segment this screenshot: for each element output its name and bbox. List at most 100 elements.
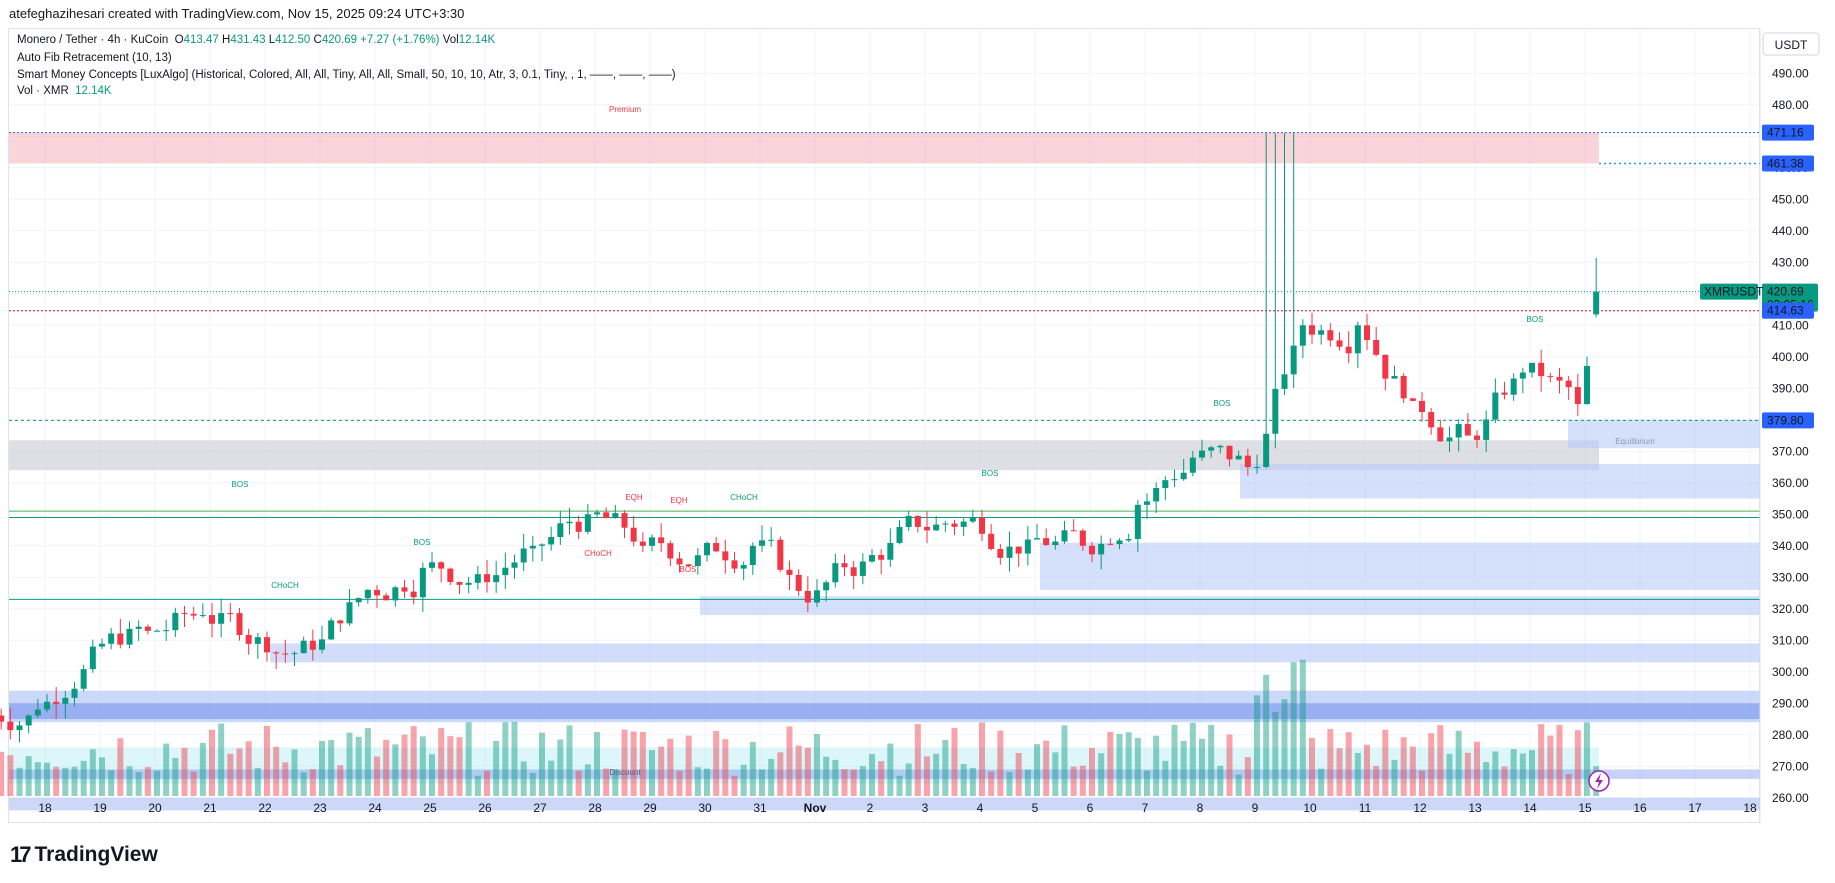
volume-bar xyxy=(832,759,839,796)
price-tick: 390.00 xyxy=(1772,381,1809,395)
volume-bar xyxy=(639,731,646,796)
candle xyxy=(410,579,417,605)
candle-body xyxy=(291,653,298,655)
candle-body xyxy=(126,628,133,645)
candle-body xyxy=(1474,435,1480,440)
volume-bar xyxy=(172,757,179,796)
candle xyxy=(1318,324,1325,345)
candle-body xyxy=(832,563,839,583)
volume-bar xyxy=(786,726,793,796)
candle-body xyxy=(1134,504,1141,539)
volume-bar xyxy=(1345,732,1352,796)
volume-bar xyxy=(1235,774,1242,796)
time-tick: 7 xyxy=(1142,801,1149,815)
volume-bar xyxy=(548,760,555,796)
candle-body xyxy=(199,615,206,617)
candle xyxy=(676,552,683,573)
volume-bar xyxy=(859,766,866,796)
candle-body xyxy=(16,725,23,731)
time-axis[interactable]: 18 19 20 21 22 23 24 25 26 27 28 29 30 31 Nov 2 3 4 5 6 7 8 9 1… xyxy=(38,801,1757,815)
order-block xyxy=(1040,542,1760,590)
volume-bar xyxy=(291,749,298,796)
lightning-icon[interactable] xyxy=(1588,770,1610,792)
candle-body xyxy=(1263,433,1270,467)
candle xyxy=(1547,372,1554,383)
candle xyxy=(905,510,912,531)
candle-body xyxy=(539,544,545,546)
candle-body xyxy=(1024,539,1031,554)
candle xyxy=(529,535,536,562)
candle-body xyxy=(44,701,50,710)
candle xyxy=(914,515,921,533)
price-tick: 480.00 xyxy=(1772,98,1809,112)
candle-body xyxy=(1061,530,1068,542)
candle xyxy=(227,602,234,622)
candle xyxy=(823,580,830,602)
low-label: L xyxy=(268,34,276,46)
symbol-legend[interactable]: Monero / Tether · 4h · KuCoin O413.47 H4… xyxy=(17,34,495,46)
candle xyxy=(1455,419,1462,452)
candle xyxy=(99,638,105,650)
volume-bar xyxy=(80,760,87,796)
indicator-volume-legend[interactable]: Vol · XMR 12.14K xyxy=(17,85,112,97)
candle xyxy=(1024,526,1031,566)
candle xyxy=(539,543,545,562)
candle-body xyxy=(1199,450,1205,458)
volume-bar xyxy=(804,747,811,796)
candle-body xyxy=(154,630,160,632)
candle xyxy=(337,620,344,632)
candle-body xyxy=(456,582,463,585)
candle xyxy=(749,542,756,575)
volume-bar xyxy=(25,756,32,796)
candle xyxy=(667,540,674,567)
candle-body xyxy=(1254,466,1260,468)
bos-label: BOS xyxy=(414,538,431,547)
candle-body xyxy=(768,539,775,541)
candle xyxy=(1189,450,1196,477)
candle xyxy=(7,707,14,740)
candle xyxy=(1272,133,1279,449)
candle xyxy=(181,605,188,627)
badge-last-price: 420.69 xyxy=(1767,285,1804,299)
candle-body xyxy=(429,562,435,568)
volume-bar xyxy=(401,734,408,796)
candle-body xyxy=(676,558,683,565)
volume-bar xyxy=(951,727,958,796)
candle-body xyxy=(1034,538,1040,540)
candle xyxy=(1226,445,1233,467)
volume-bar xyxy=(374,756,380,796)
currency-box[interactable] xyxy=(1762,32,1820,56)
candle-body xyxy=(905,515,912,528)
indicator-fib-legend[interactable]: Auto Fib Retracement (10, 13) xyxy=(17,52,172,64)
candle xyxy=(1006,531,1013,572)
time-tick: 4 xyxy=(977,801,984,815)
volume-bar xyxy=(419,736,426,796)
candle xyxy=(649,534,655,552)
volume-bar xyxy=(1483,762,1490,796)
indicator-smc-legend[interactable]: Smart Money Concepts [LuxAlgo] (Historic… xyxy=(17,69,676,81)
candle xyxy=(1144,493,1150,519)
horizontal-levels[interactable] xyxy=(9,132,1760,600)
candle xyxy=(924,511,930,544)
candle-body xyxy=(878,555,885,560)
candle xyxy=(273,650,280,670)
candle xyxy=(722,539,729,574)
candle xyxy=(1079,528,1086,551)
candle xyxy=(1015,546,1022,567)
candle-body xyxy=(1574,387,1581,405)
volume-bar xyxy=(997,730,1004,796)
candle xyxy=(1529,362,1535,378)
candle-body xyxy=(759,540,765,546)
close-label: C xyxy=(313,34,322,46)
currency-label: USDT xyxy=(1775,38,1808,52)
tradingview-logo[interactable]: 17 TradingView xyxy=(10,842,158,868)
candle-body xyxy=(1144,501,1150,505)
candle-body xyxy=(887,542,894,560)
candle-body xyxy=(1125,538,1132,541)
candle xyxy=(1336,332,1343,351)
price-tick: 350.00 xyxy=(1772,507,1809,521)
candle xyxy=(264,631,270,662)
candle-body xyxy=(1281,374,1288,389)
candle xyxy=(254,632,261,659)
